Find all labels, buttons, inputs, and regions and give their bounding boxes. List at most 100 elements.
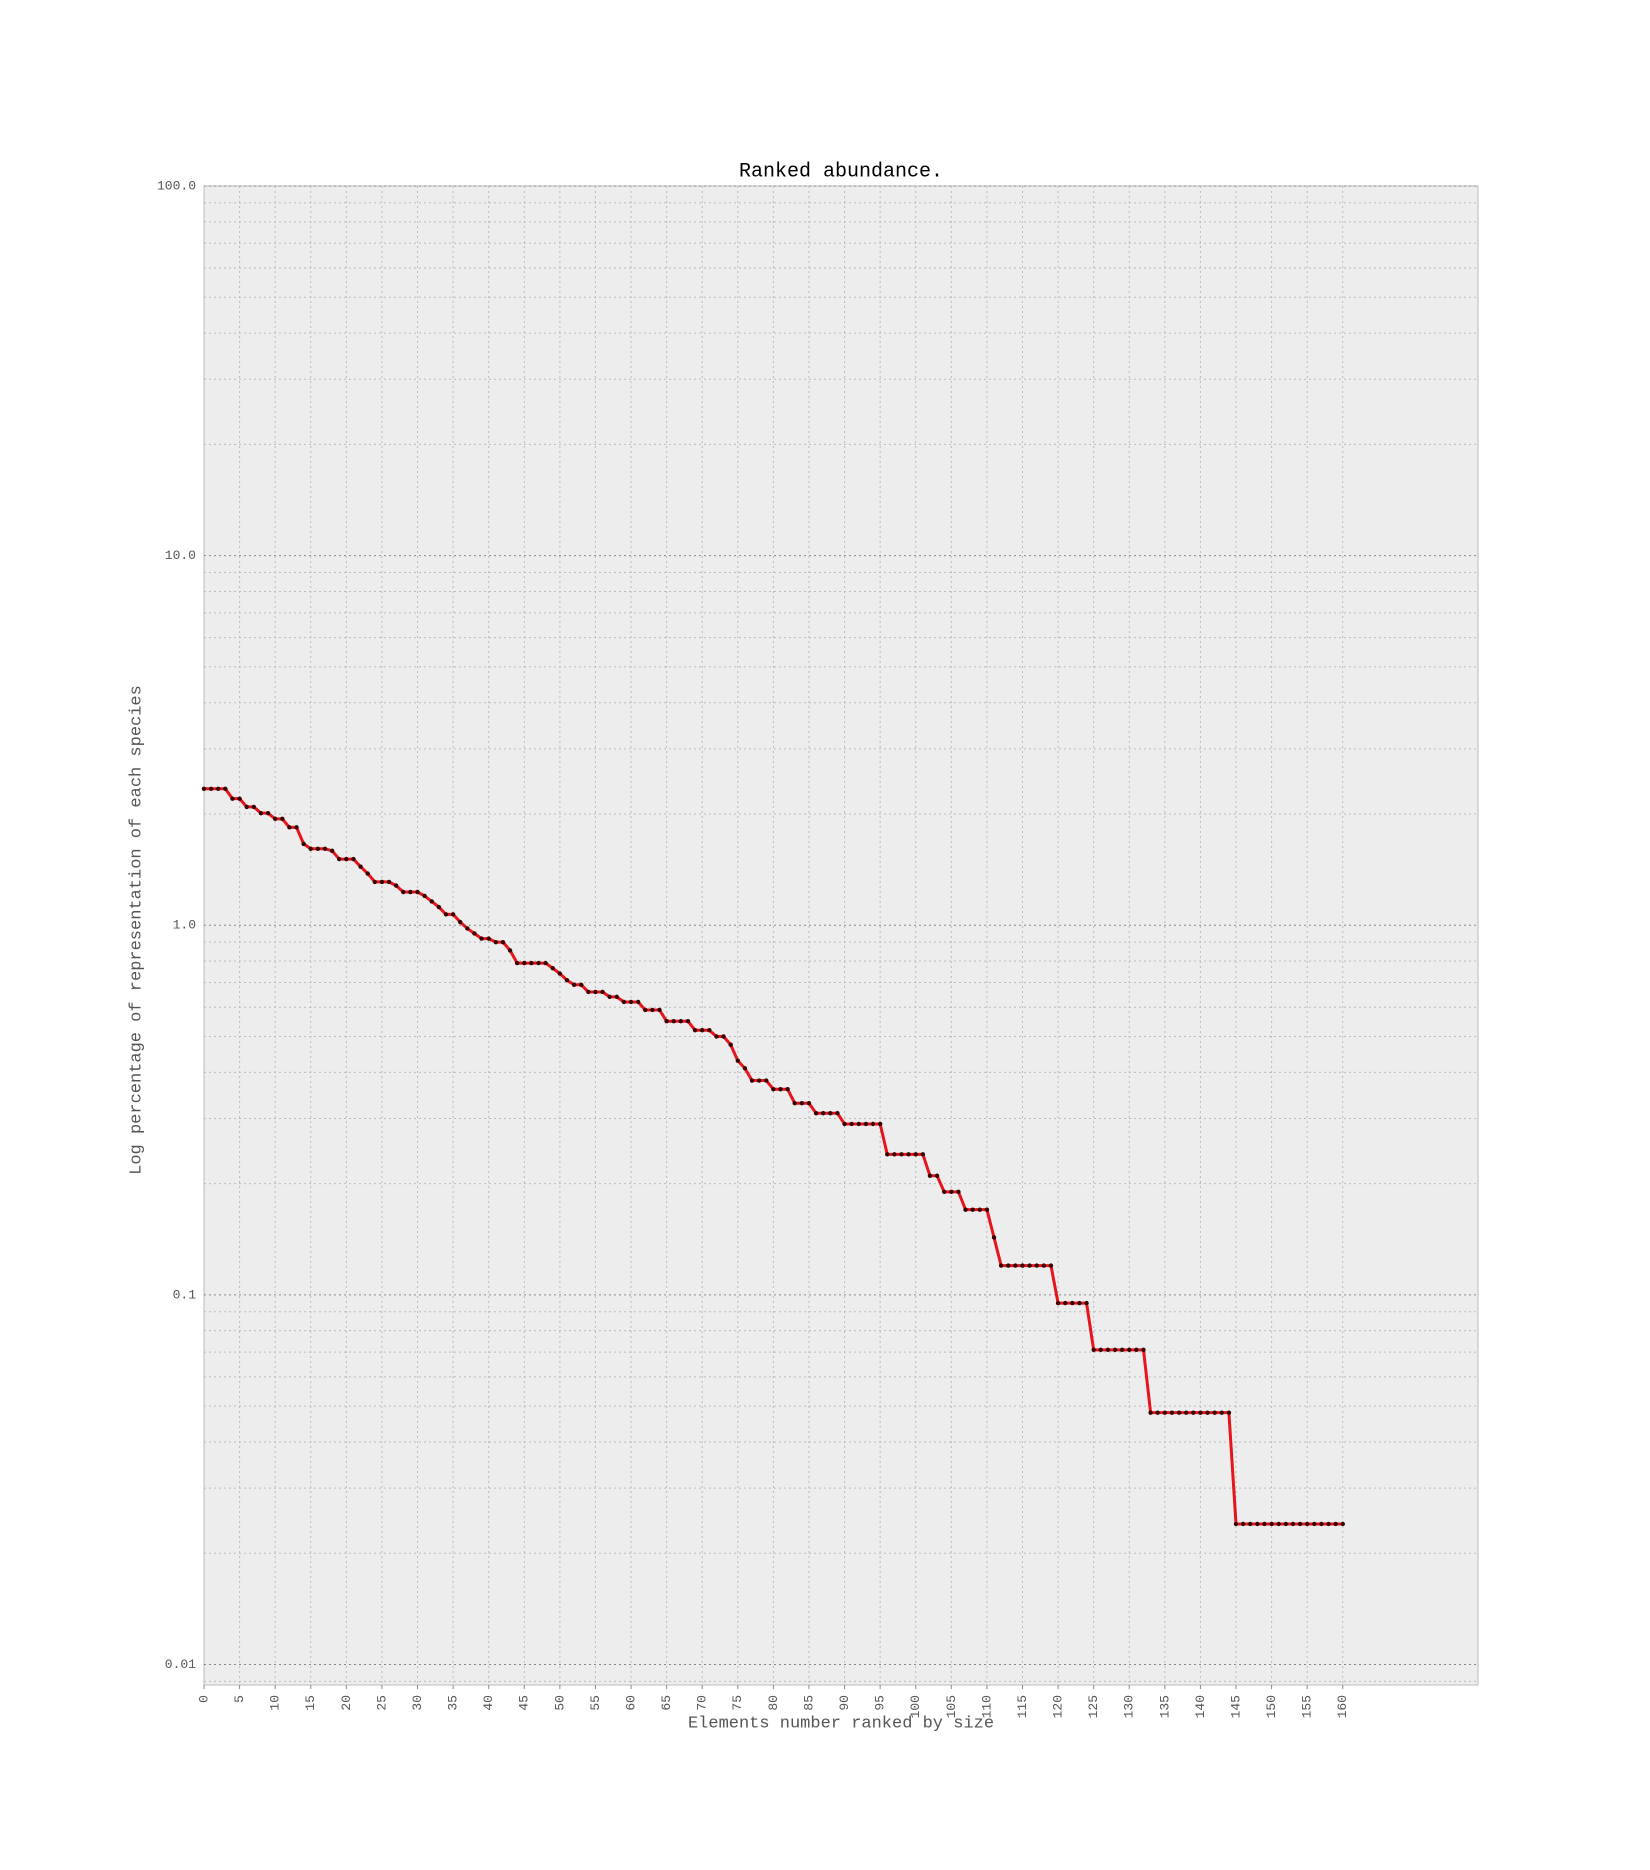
point [756,1078,762,1083]
x-tick-label: 125 [1086,1695,1101,1718]
point [1226,1410,1232,1415]
point [415,889,420,895]
point [1312,1521,1317,1527]
point [1183,1410,1189,1415]
point [899,1152,904,1157]
point [785,1087,790,1092]
point [1148,1410,1153,1415]
point [1233,1521,1239,1527]
chart-title: Ranked abundance. [739,160,943,183]
x-tick-label: 85 [801,1695,816,1711]
point [998,1263,1004,1268]
point [216,786,221,791]
point [280,816,285,822]
point [984,1207,990,1212]
point [1212,1410,1217,1415]
x-tick-label: 95 [873,1695,888,1711]
point [514,960,520,966]
point [906,1152,911,1157]
y-tick-label: 10.0 [165,548,196,563]
point [792,1101,797,1106]
point [272,816,278,822]
point [223,786,228,791]
point [500,939,506,945]
point [1105,1347,1111,1353]
point [315,846,321,851]
x-tick-label: 90 [837,1695,852,1711]
point [806,1101,812,1106]
x-tick-label: 75 [730,1695,745,1711]
point [372,879,378,885]
point [614,994,620,1000]
point [344,856,349,862]
x-tick-label: 135 [1157,1695,1172,1718]
point [1134,1347,1139,1353]
point [1290,1521,1296,1527]
point [522,960,527,966]
x-tick-label: 115 [1015,1695,1030,1718]
point [429,899,434,904]
x-tick-label: 160 [1335,1695,1350,1718]
point [991,1235,997,1240]
point [977,1207,982,1212]
point [821,1111,826,1116]
point [1055,1300,1061,1306]
point [835,1111,840,1116]
point [1276,1521,1281,1527]
x-tick-label: 70 [695,1695,710,1711]
point [749,1078,755,1083]
point [685,1019,691,1024]
point [1020,1263,1025,1268]
point [351,856,356,862]
x-tick-label: 80 [766,1695,781,1711]
point [571,982,577,988]
x-tick-label: 10 [268,1695,283,1711]
point [1098,1347,1103,1353]
point [1062,1300,1068,1306]
x-tick-label: 45 [517,1695,532,1711]
x-tick-label: 100 [908,1695,923,1718]
point [671,1019,676,1024]
point [885,1152,890,1157]
point [742,1066,748,1071]
point [479,936,484,941]
y-tick-label: 0.01 [165,1657,196,1672]
point [1034,1263,1039,1268]
point [208,786,214,791]
point [408,889,413,895]
point [230,796,235,801]
x-tick-label: 110 [979,1695,994,1718]
point [1070,1300,1075,1306]
point [201,786,207,791]
point [813,1111,819,1116]
y-tick-label: 0.1 [173,1287,197,1302]
x-tick-label: 25 [374,1695,389,1711]
point [365,871,370,876]
x-tick-label: 155 [1300,1695,1315,1718]
point [892,1152,897,1157]
point [1041,1263,1047,1268]
x-tick-label: 140 [1193,1695,1208,1718]
point [799,1101,805,1106]
point [1248,1521,1253,1527]
point [1333,1521,1338,1527]
plot-area [203,185,1479,1686]
x-tick-label: 0 [196,1695,211,1703]
x-tick-label: 20 [339,1695,354,1711]
point [586,989,591,995]
x-tick-label: 145 [1228,1695,1243,1718]
point [1319,1521,1324,1527]
point [1127,1347,1132,1353]
y-tick-label: 100.0 [157,178,196,193]
point [265,810,271,816]
point [927,1173,933,1178]
x-tick-label: 60 [623,1695,638,1711]
point [329,848,335,853]
point [949,1189,954,1195]
point [728,1042,733,1047]
point [700,1028,705,1033]
point [543,960,548,966]
point [735,1058,740,1063]
point [1198,1410,1203,1415]
point [942,1189,947,1195]
